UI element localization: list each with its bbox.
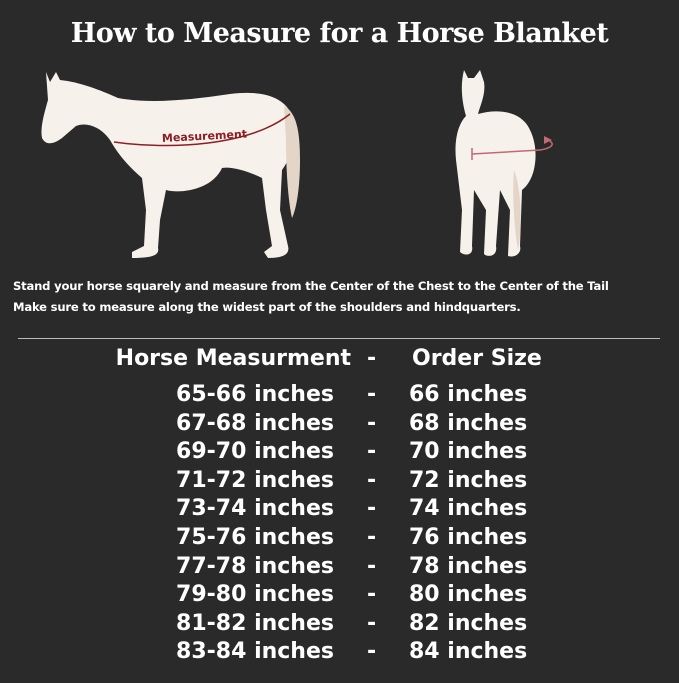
separator-cell: - (367, 553, 377, 579)
separator-cell: - (367, 610, 377, 636)
order-size-cell: 84 inches (409, 639, 528, 665)
separator-cell: - (367, 496, 377, 522)
measurement-cell: 75-76 inches (176, 525, 334, 550)
table-header: Horse Measurment - Order Size (0, 346, 679, 374)
order-size-cell: 66 inches (409, 382, 528, 407)
table-row: 79-80 inches - 80 inches (0, 582, 679, 610)
measurement-cell: 65-66 inches (176, 382, 334, 407)
measurement-cell: 71-72 inches (176, 467, 334, 493)
order-size-cell: 70 inches (409, 439, 528, 465)
table-row: 77-78 inches - 78 inches (0, 554, 679, 582)
side-view-horse (41, 72, 300, 258)
separator-cell: - (367, 467, 377, 493)
separator-cell: - (367, 382, 377, 407)
order-size-cell: 68 inches (409, 410, 528, 436)
order-size-cell: 82 inches (409, 610, 528, 636)
arrow-icon (544, 136, 552, 144)
separator-cell: - (367, 410, 377, 436)
front-view-horse (455, 70, 536, 257)
header-order-size: Order Size (412, 346, 542, 371)
table-row: 81-82 inches - 82 inches (0, 611, 679, 639)
measurement-cell: 73-74 inches (176, 496, 334, 522)
order-size-cell: 80 inches (409, 582, 528, 608)
divider (18, 338, 660, 339)
order-size-cell: 78 inches (409, 553, 528, 579)
table-row: 73-74 inches - 74 inches (0, 496, 679, 524)
table-row: 69-70 inches - 70 inches (0, 439, 679, 467)
measurement-cell: 77-78 inches (176, 553, 334, 579)
measurement-cell: 83-84 inches (176, 639, 334, 665)
horse-illustration: Measurement (41, 70, 553, 258)
measurement-cell: 67-68 inches (176, 410, 334, 436)
measurement-label: Measurement (162, 128, 248, 145)
measurement-line (113, 113, 291, 147)
table-row: 83-84 inches - 84 inches (0, 639, 679, 667)
separator-cell: - (367, 582, 377, 608)
order-size-cell: 76 inches (409, 525, 528, 550)
table-row: 67-68 inches - 68 inches (0, 411, 679, 439)
instruction-line: Stand your horse squarely and measure fr… (13, 279, 609, 293)
table-row: 75-76 inches - 76 inches (0, 525, 679, 553)
separator-cell: - (367, 639, 377, 665)
measurement-cell: 79-80 inches (176, 582, 334, 608)
order-size-cell: 72 inches (409, 467, 528, 493)
separator-cell: - (367, 439, 377, 465)
order-size-cell: 74 inches (409, 496, 528, 522)
measurement-cell: 69-70 inches (176, 439, 334, 465)
header-measurement: Horse Measurment (115, 346, 351, 371)
separator-cell: - (367, 525, 377, 550)
page-title: How to Measure for a Horse Blanket (70, 18, 609, 49)
table-row: 71-72 inches - 72 inches (0, 468, 679, 496)
header-separator: - (367, 346, 377, 371)
instruction-line: Make sure to measure along the widest pa… (13, 300, 521, 314)
table-row: 65-66 inches - 66 inches (0, 382, 679, 410)
front-measurement-line (471, 139, 553, 160)
measurement-cell: 81-82 inches (176, 610, 334, 636)
